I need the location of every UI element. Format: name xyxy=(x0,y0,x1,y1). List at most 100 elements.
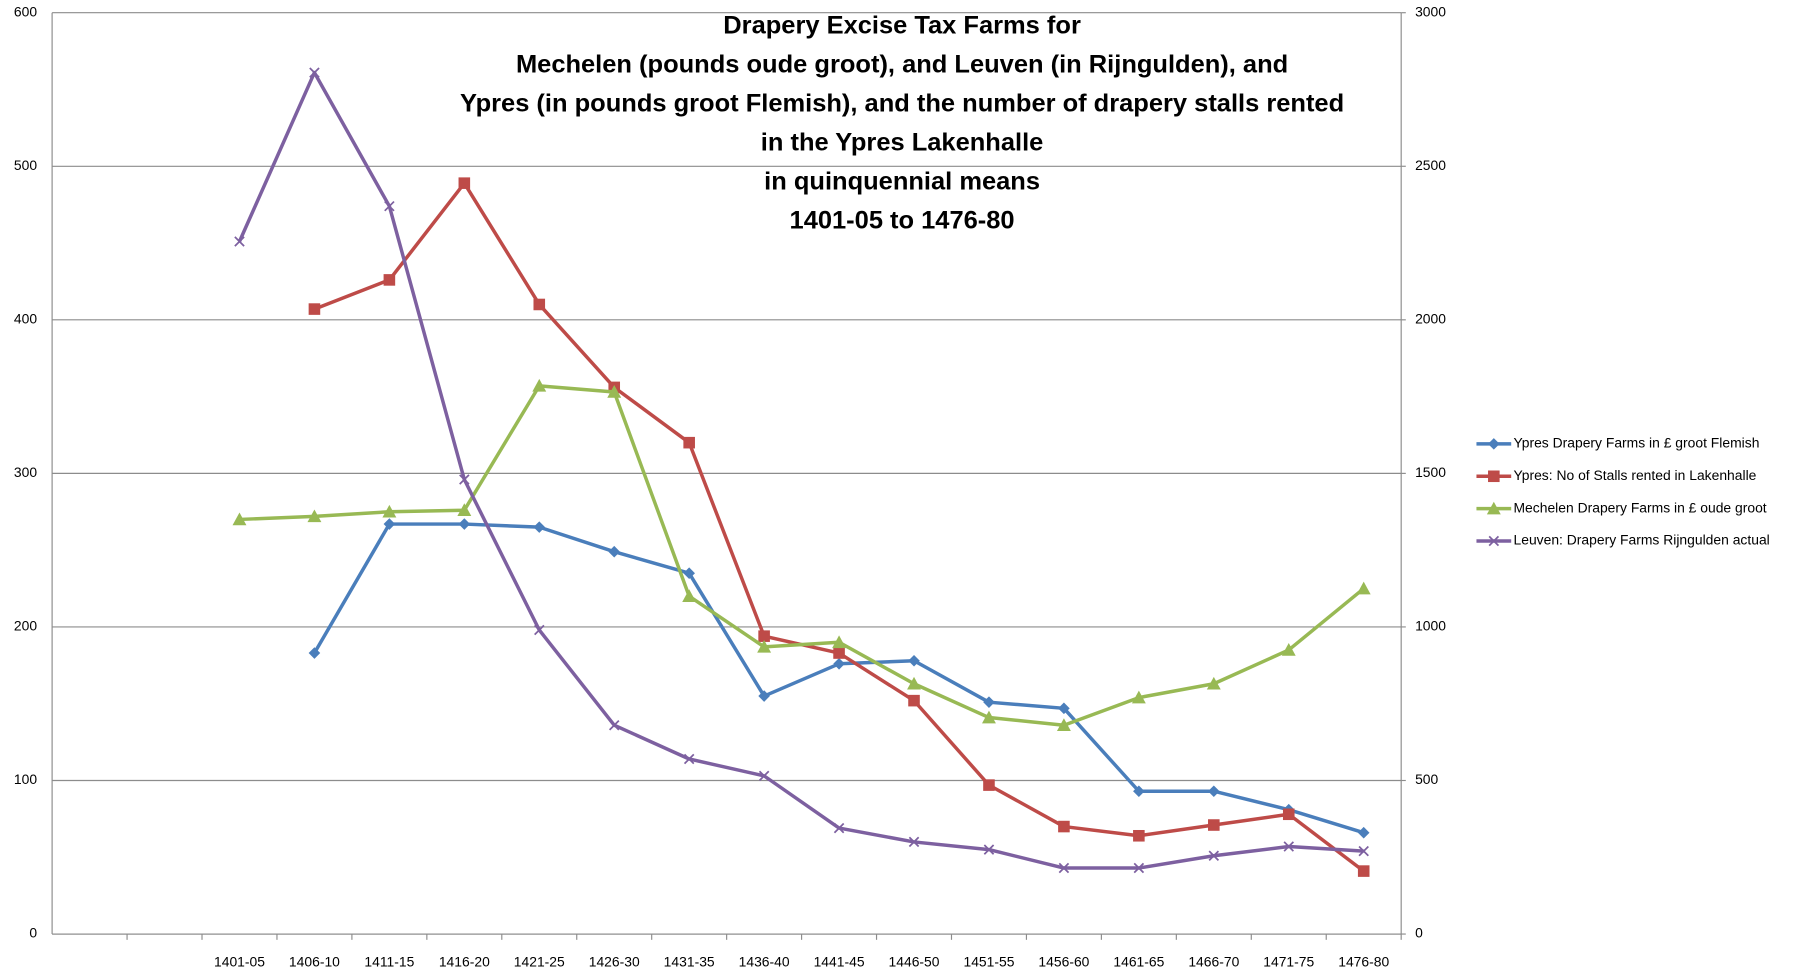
y2-tick-label: 500 xyxy=(1415,771,1438,787)
y-tick-label: 300 xyxy=(14,464,37,480)
point xyxy=(833,822,845,834)
chart-title: Ypres (in pounds groot Flemish), and the… xyxy=(460,89,1344,117)
chart-title: Drapery Excise Tax Farms for xyxy=(723,11,1081,39)
x-tick-label: 1466-70 xyxy=(1188,954,1239,970)
y-tick-label: 600 xyxy=(14,3,37,19)
x-tick-label: 1451-55 xyxy=(963,954,1014,970)
legend-marker xyxy=(1488,470,1500,483)
point xyxy=(1058,702,1070,715)
point xyxy=(683,436,695,449)
point xyxy=(382,504,397,518)
point xyxy=(1133,785,1145,798)
point xyxy=(682,589,697,603)
y-tick-label: 0 xyxy=(29,925,37,941)
y2-tick-label: 2500 xyxy=(1415,157,1446,173)
point xyxy=(982,710,996,724)
point xyxy=(458,177,471,189)
chart-title: in quinquennial means xyxy=(764,168,1040,196)
legend-label: Ypres: No of Stalls rented in Lakenhalle xyxy=(1514,467,1757,483)
point xyxy=(1356,581,1371,595)
point xyxy=(683,567,695,579)
point xyxy=(533,298,546,311)
point xyxy=(683,753,695,765)
point xyxy=(1133,829,1145,842)
point xyxy=(1208,850,1220,861)
x-tick-label: 1446-50 xyxy=(889,954,940,970)
x-tick-label: 1456-60 xyxy=(1038,954,1089,970)
point xyxy=(833,647,845,659)
point xyxy=(309,67,320,78)
y2-tick-label: 1500 xyxy=(1415,464,1446,480)
y2-tick-label: 3000 xyxy=(1415,3,1446,19)
point xyxy=(1358,845,1369,857)
point xyxy=(1058,820,1070,833)
point xyxy=(608,719,620,731)
point xyxy=(457,503,472,517)
legend-marker xyxy=(1486,501,1501,515)
point xyxy=(1283,841,1295,852)
point xyxy=(1206,676,1221,690)
point xyxy=(1058,862,1070,874)
point xyxy=(232,512,247,526)
point xyxy=(907,676,921,690)
x-tick-label: 1426-30 xyxy=(589,954,640,970)
y-tick-label: 200 xyxy=(14,618,37,634)
point xyxy=(1056,718,1071,731)
x-tick-label: 1431-35 xyxy=(664,954,715,970)
y-tick-label: 400 xyxy=(14,311,37,327)
point xyxy=(533,521,546,533)
series-line xyxy=(313,181,1365,873)
series-line xyxy=(239,384,1365,727)
chart-body: 0 100 200 300 400 500 600 0 500 1000 1500 2000 2500 3… xyxy=(14,3,1770,969)
point xyxy=(757,639,772,653)
y2-tick-label: 2000 xyxy=(1415,311,1446,327)
point xyxy=(1208,785,1220,798)
legend-label: Ypres Drapery Farms in £ groot Flemish xyxy=(1514,435,1760,451)
x-tick-label: 1476-80 xyxy=(1338,954,1389,970)
point xyxy=(608,545,621,558)
series-line xyxy=(312,522,1365,835)
x-tick-label: 1401-05 xyxy=(214,954,265,970)
legend-marker xyxy=(1488,438,1500,450)
point xyxy=(983,779,995,791)
point xyxy=(908,836,920,848)
y2-tick-label: 0 xyxy=(1415,925,1423,941)
series-line xyxy=(237,70,1364,870)
point xyxy=(1281,643,1296,656)
point xyxy=(308,647,321,659)
chart-title: in the Ypres Lakenhalle xyxy=(761,129,1044,157)
point xyxy=(1357,865,1370,877)
point xyxy=(758,630,770,642)
x-tick-label: 1416-20 xyxy=(439,954,490,970)
point xyxy=(832,635,847,649)
point xyxy=(534,624,545,636)
point xyxy=(532,378,547,392)
legend-label: Leuven: Drapery Farms Rijngulden actual xyxy=(1514,532,1770,548)
point xyxy=(383,274,396,286)
point xyxy=(983,844,995,855)
point xyxy=(234,236,245,247)
point xyxy=(758,690,770,702)
point xyxy=(758,770,770,782)
y-tick-label: 100 xyxy=(14,771,37,787)
chart-title: 1401-05 to 1476-80 xyxy=(790,207,1015,235)
point xyxy=(1282,808,1295,821)
x-tick-label: 1436-40 xyxy=(739,954,790,970)
x-tick-label: 1421-25 xyxy=(514,954,565,970)
x-tick-label: 1461-65 xyxy=(1113,954,1164,970)
x-tick-label: 1411-15 xyxy=(364,954,414,970)
point xyxy=(983,696,995,708)
point xyxy=(459,474,470,485)
point xyxy=(908,654,920,667)
point xyxy=(1133,862,1145,874)
point xyxy=(458,518,471,530)
x-tick-label: 1441-45 xyxy=(814,954,865,970)
point xyxy=(1357,826,1370,839)
point xyxy=(384,200,395,212)
chart-title: Mechelen (pounds oude groot), and Leuven… xyxy=(516,50,1288,78)
point xyxy=(308,303,321,315)
legend-marker xyxy=(1488,535,1500,547)
y-tick-label: 500 xyxy=(14,157,37,173)
legend-label: Mechelen Drapery Farms in £ oude groot xyxy=(1514,499,1767,515)
